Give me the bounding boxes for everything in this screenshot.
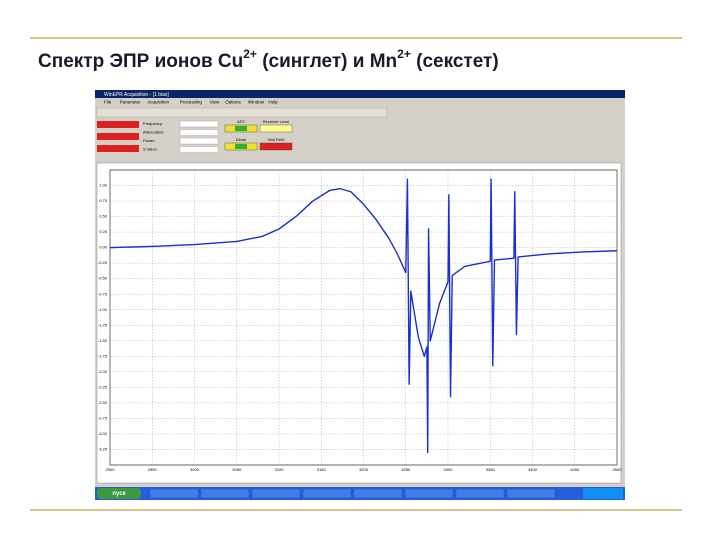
task-button[interactable] — [302, 488, 352, 499]
start-button[interactable] — [97, 488, 141, 499]
panel-label: Attenuation: — [143, 130, 164, 135]
meter — [259, 124, 293, 133]
meter-label: AFC — [237, 119, 245, 124]
title-part: (синглет) и Mn — [257, 51, 397, 72]
y-tick-label: -0.50 — [98, 276, 108, 281]
meter-green — [235, 144, 247, 149]
y-tick-label: -1.50 — [98, 338, 108, 343]
x-tick-label: 3400 — [528, 467, 538, 472]
x-tick-label: 3500 — [613, 467, 623, 472]
plot-header — [97, 157, 621, 163]
title-part: Спектр ЭПР ионов Cu — [38, 51, 243, 72]
y-tick-label: 0.50 — [99, 214, 108, 219]
y-tick-label: -0.25 — [98, 260, 108, 265]
y-tick-label: -2.50 — [98, 400, 108, 405]
title-sup: 2+ — [243, 47, 257, 61]
panel-field — [179, 129, 219, 136]
slide-title: Спектр ЭПР ионов Cu2+ (синглет) и Mn2+ (… — [38, 47, 499, 72]
panel-label: Power: — [143, 138, 155, 143]
x-tick-label: 3050 — [232, 467, 242, 472]
panel-field — [179, 137, 219, 145]
title-part: (секстет) — [411, 51, 499, 72]
y-tick-label: 0.25 — [99, 229, 108, 234]
title-sup: 2+ — [397, 47, 411, 61]
menu-item[interactable]: Acquisition — [147, 100, 169, 105]
x-tick-label: 3350 — [486, 467, 496, 472]
menu-item[interactable]: Processing — [180, 100, 203, 105]
y-tick-label: 1.00 — [99, 183, 108, 188]
y-tick-label: -1.25 — [98, 322, 108, 327]
y-tick-label: -0.75 — [98, 291, 108, 296]
task-button[interactable] — [353, 488, 403, 499]
task-button[interactable] — [404, 488, 454, 499]
panel-field — [179, 120, 219, 128]
meter-label: Hall Field — [268, 137, 285, 142]
menu-item[interactable]: View — [210, 100, 220, 105]
y-tick-label: 0.00 — [99, 245, 108, 250]
y-tick-label: -3.25 — [98, 447, 108, 452]
panel-field — [179, 146, 219, 153]
panel-label: S Value: — [143, 147, 158, 152]
y-tick-label: 0.75 — [99, 198, 108, 203]
y-tick-label: -2.00 — [98, 369, 108, 374]
meter — [259, 142, 293, 151]
x-tick-label: 3100 — [275, 467, 285, 472]
window-titlebar — [95, 90, 625, 98]
x-tick-label: 3000 — [190, 467, 200, 472]
task-button[interactable] — [200, 488, 250, 499]
status-box — [97, 121, 139, 128]
menu-item[interactable]: Window — [248, 100, 265, 105]
x-tick-label: 3200 — [359, 467, 369, 472]
window-title: WinEPR Acquisition - [1 bias] — [104, 92, 169, 98]
toolbar — [96, 107, 388, 118]
x-tick-label: 3250 — [401, 467, 411, 472]
y-tick-label: -1.00 — [98, 307, 108, 312]
x-tick-label: 2900 — [106, 467, 116, 472]
panel-label: Frequency: — [143, 121, 163, 126]
task-buttons — [149, 488, 556, 499]
x-tick-label: 3300 — [444, 467, 454, 472]
y-tick-label: -3.00 — [98, 431, 108, 436]
meter-label: Receiver Level — [263, 119, 290, 124]
spectrum-line — [109, 178, 618, 454]
start-label[interactable]: пуск — [112, 491, 125, 497]
y-tick-label: -1.75 — [98, 353, 108, 358]
status-box — [97, 133, 139, 140]
y-tick-label: -2.75 — [98, 415, 108, 420]
menu-item[interactable]: Options — [225, 100, 241, 105]
menu-item[interactable]: Help — [268, 100, 278, 105]
task-button[interactable] — [251, 488, 301, 499]
y-tick-label: -2.25 — [98, 384, 108, 389]
tray — [583, 488, 623, 499]
x-tick-label: 3150 — [317, 467, 327, 472]
menu-item[interactable]: File — [104, 100, 112, 105]
meter-green — [235, 126, 247, 131]
status-box — [97, 145, 139, 152]
task-button[interactable] — [455, 488, 505, 499]
x-tick-label: 2950 — [148, 467, 158, 472]
menu-item[interactable]: Parameter — [120, 100, 142, 105]
meter-label: Diode — [236, 137, 247, 142]
task-button[interactable] — [149, 488, 199, 499]
task-button[interactable] — [506, 488, 556, 499]
x-tick-label: 3450 — [570, 467, 580, 472]
